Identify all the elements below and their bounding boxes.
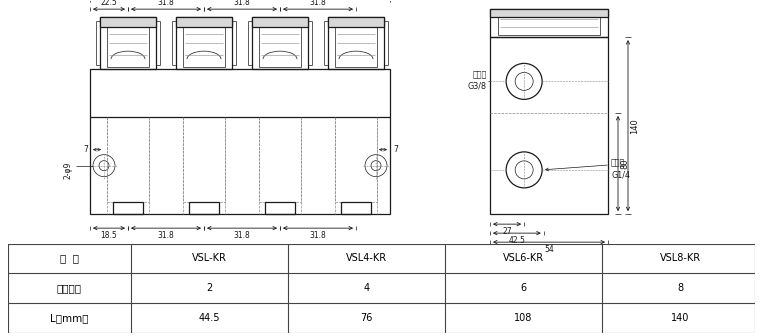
Text: VSL-KR: VSL-KR: [192, 253, 227, 263]
Text: 31.8: 31.8: [310, 0, 327, 7]
Text: L（mm）: L（mm）: [50, 313, 89, 323]
Text: 8: 8: [678, 283, 684, 293]
Text: 进油口: 进油口: [473, 70, 487, 79]
Bar: [259, 27, 301, 67]
Bar: [183, 27, 225, 67]
Bar: [265, 202, 295, 214]
Text: 140: 140: [630, 118, 639, 133]
Text: 6: 6: [520, 283, 526, 293]
Text: 31.8: 31.8: [233, 0, 250, 7]
Text: 44.5: 44.5: [199, 313, 221, 323]
Text: 7: 7: [393, 145, 398, 154]
Bar: [341, 202, 371, 214]
Bar: [335, 117, 377, 202]
Text: 2: 2: [207, 283, 213, 293]
Bar: [335, 27, 377, 67]
Text: 4: 4: [363, 283, 369, 293]
Bar: [107, 27, 149, 67]
Bar: [183, 117, 225, 202]
Bar: [498, 11, 600, 35]
Text: 31.8: 31.8: [158, 0, 175, 7]
Bar: [100, 17, 156, 69]
Text: 80: 80: [620, 158, 629, 169]
Text: 31.8: 31.8: [158, 230, 175, 240]
Bar: [176, 17, 232, 69]
Text: 型  号: 型 号: [60, 253, 79, 263]
Text: 出油口: 出油口: [611, 158, 625, 167]
Bar: [100, 17, 156, 27]
Bar: [252, 17, 308, 69]
Text: 31.8: 31.8: [310, 230, 327, 240]
Bar: [328, 17, 384, 69]
Text: G3/8: G3/8: [468, 82, 487, 91]
Bar: [259, 117, 301, 202]
Bar: [490, 37, 608, 214]
Bar: [328, 17, 384, 27]
Text: 27: 27: [502, 227, 512, 236]
Bar: [189, 202, 219, 214]
Text: 2-φ9: 2-φ9: [63, 162, 72, 179]
Bar: [490, 9, 608, 17]
Text: 76: 76: [360, 313, 373, 323]
Text: 出油口数: 出油口数: [56, 283, 82, 293]
Text: VSL4-KR: VSL4-KR: [346, 253, 387, 263]
Text: 31.8: 31.8: [233, 230, 250, 240]
Bar: [490, 9, 608, 37]
Bar: [176, 17, 232, 27]
Bar: [113, 202, 143, 214]
Text: 7: 7: [83, 145, 88, 154]
Text: 18.5: 18.5: [101, 230, 118, 240]
Text: 22.5: 22.5: [101, 0, 118, 7]
Text: 140: 140: [671, 313, 690, 323]
Text: VSL6-KR: VSL6-KR: [503, 253, 544, 263]
Text: 54: 54: [544, 245, 554, 254]
Text: G1/4: G1/4: [611, 170, 630, 179]
Bar: [107, 117, 149, 202]
Text: 108: 108: [514, 313, 533, 323]
Bar: [252, 17, 308, 27]
Text: 42.5: 42.5: [508, 236, 525, 245]
Text: VSL8-KR: VSL8-KR: [660, 253, 701, 263]
Bar: [90, 69, 390, 214]
